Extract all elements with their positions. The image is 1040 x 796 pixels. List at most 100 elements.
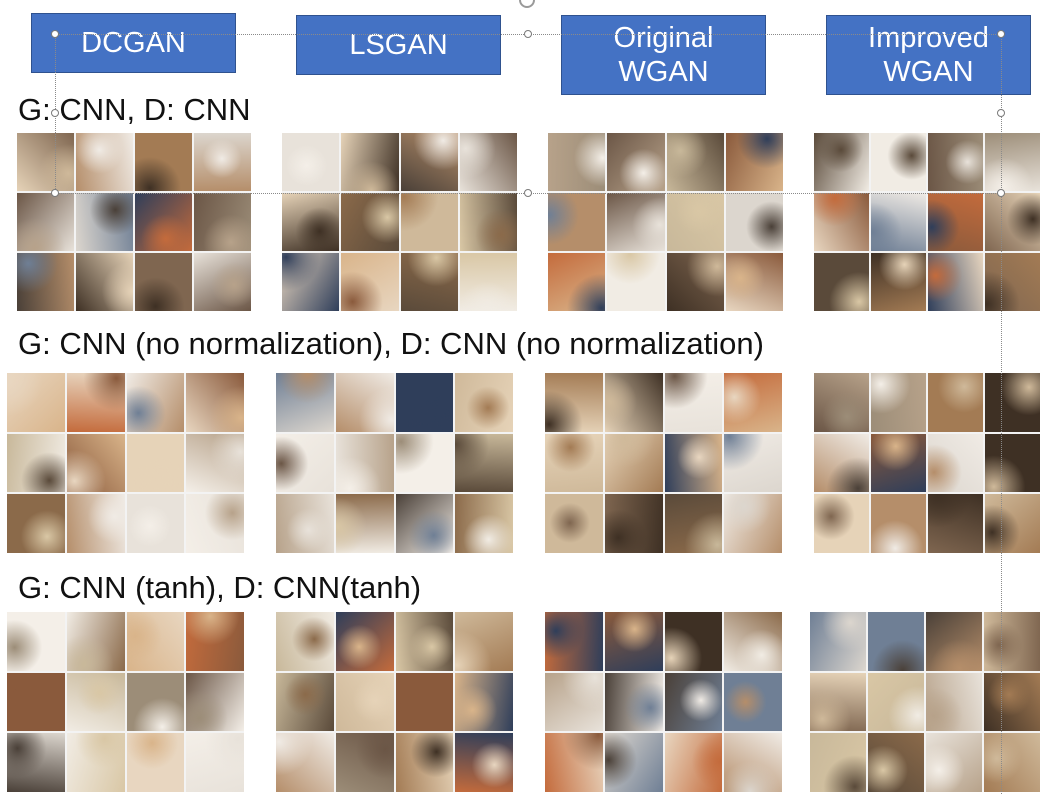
circle-handle-icon[interactable] (524, 30, 532, 38)
sample-image (135, 253, 192, 311)
header-dcgan[interactable]: DCGAN (31, 13, 236, 73)
samples-lsgan-row3 (276, 612, 513, 792)
sample-image (928, 433, 983, 493)
sample-image (871, 253, 926, 311)
header-improved-wgan[interactable]: Improved WGAN (826, 15, 1031, 95)
sample-image (282, 193, 340, 251)
sample-image (276, 612, 334, 671)
sample-image (724, 433, 782, 493)
sample-image (455, 433, 513, 493)
sample-image (724, 494, 782, 553)
sample-image (607, 193, 665, 251)
sample-image (984, 733, 1040, 792)
sample-image (985, 193, 1040, 251)
sample-image (335, 433, 394, 493)
sample-image (400, 193, 458, 251)
sample-image (335, 373, 394, 432)
sample-image (126, 494, 185, 553)
circle-handle-icon[interactable] (51, 109, 59, 117)
circle-handle-icon[interactable] (997, 189, 1005, 197)
sample-image (126, 672, 185, 732)
sample-image (282, 133, 340, 191)
sample-image (126, 433, 185, 493)
sample-image (985, 494, 1040, 553)
sample-image (459, 253, 517, 311)
sample-image (17, 253, 74, 311)
sample-image (545, 494, 603, 553)
sample-image (604, 672, 663, 732)
sample-image (395, 373, 454, 432)
sample-image (604, 494, 663, 553)
sample-image (868, 672, 924, 732)
header-lsgan[interactable]: LSGAN (296, 15, 501, 75)
sample-image (664, 373, 723, 432)
circle-handle-icon[interactable] (997, 30, 1005, 38)
sample-image (341, 253, 399, 311)
sample-image (186, 373, 244, 432)
sample-image (545, 373, 603, 432)
rotate-handle-icon[interactable] (519, 0, 535, 8)
circle-handle-icon[interactable] (997, 109, 1005, 117)
sample-image (194, 253, 251, 311)
sample-image (7, 494, 65, 553)
sample-image (459, 193, 517, 251)
sample-image (926, 612, 982, 671)
sample-image (725, 253, 783, 311)
sample-image (664, 433, 723, 493)
sample-image (545, 672, 603, 732)
sample-image (810, 733, 866, 792)
sample-image (76, 133, 133, 191)
sample-image (607, 133, 665, 191)
sample-image (607, 253, 665, 311)
sample-image (66, 612, 125, 671)
sample-image (395, 672, 454, 732)
sample-image (335, 494, 394, 553)
sample-image (548, 133, 606, 191)
sample-image (276, 672, 334, 732)
header-original-wgan[interactable]: Original WGAN (561, 15, 766, 95)
sample-image (926, 672, 982, 732)
sample-image (928, 494, 983, 553)
sample-image (810, 612, 866, 671)
sample-image (666, 133, 724, 191)
sample-image (664, 672, 723, 732)
circle-handle-icon[interactable] (524, 189, 532, 197)
sample-image (455, 494, 513, 553)
row3-title: G: CNN (tanh), D: CNN(tanh) (18, 570, 422, 605)
sample-image (871, 193, 926, 251)
sample-image (282, 253, 340, 311)
sample-image (814, 494, 869, 553)
sample-image (7, 433, 65, 493)
sample-image (395, 494, 454, 553)
samples-dcgan-row2 (7, 373, 244, 553)
sample-image (194, 193, 251, 251)
sample-image (604, 612, 663, 671)
header-improved-wgan-label: Improved WGAN (868, 21, 989, 88)
samples-improved-wgan-row3 (810, 612, 1040, 792)
sample-image (455, 733, 513, 792)
circle-handle-icon[interactable] (51, 189, 59, 197)
sample-image (545, 733, 603, 792)
sample-image (604, 433, 663, 493)
sample-image (985, 133, 1040, 191)
circle-handle-icon[interactable] (51, 30, 59, 38)
sample-image (459, 133, 517, 191)
sample-image (186, 733, 244, 792)
sample-image (395, 433, 454, 493)
sample-image (814, 433, 869, 493)
sample-image (395, 612, 454, 671)
sample-image (724, 373, 782, 432)
sample-image (76, 193, 133, 251)
samples-lsgan-row2 (276, 373, 513, 553)
sample-image (871, 494, 926, 553)
sample-image (724, 733, 782, 792)
samples-dcgan-row3 (7, 612, 244, 792)
sample-image (604, 733, 663, 792)
sample-image (335, 612, 394, 671)
sample-image (66, 433, 125, 493)
header-original-wgan-label: Original WGAN (613, 21, 714, 88)
sample-image (724, 672, 782, 732)
sample-image (666, 253, 724, 311)
samples-dcgan-row1 (17, 133, 251, 311)
sample-image (335, 733, 394, 792)
